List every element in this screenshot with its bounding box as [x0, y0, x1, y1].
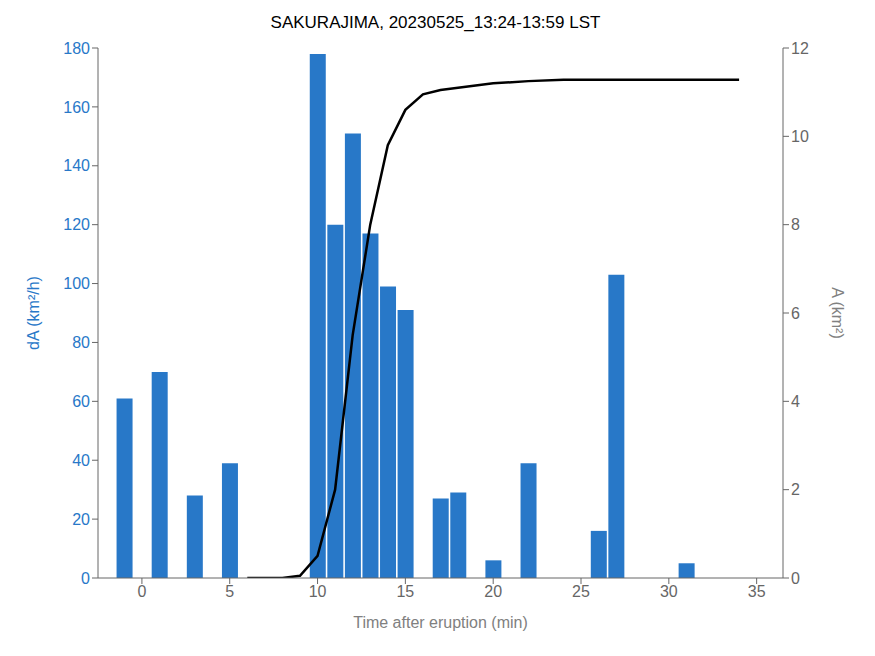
svg-text:20: 20 — [72, 511, 90, 528]
svg-text:8: 8 — [791, 216, 800, 233]
svg-text:0: 0 — [81, 570, 90, 587]
svg-text:6: 6 — [791, 305, 800, 322]
svg-text:10: 10 — [309, 583, 327, 600]
svg-text:140: 140 — [63, 157, 90, 174]
svg-text:A (km²): A (km²) — [829, 287, 846, 339]
svg-text:20: 20 — [484, 583, 502, 600]
svg-text:2: 2 — [791, 481, 800, 498]
svg-text:12: 12 — [791, 40, 809, 57]
svg-text:80: 80 — [72, 334, 90, 351]
svg-text:40: 40 — [72, 452, 90, 469]
svg-text:160: 160 — [63, 99, 90, 116]
svg-text:30: 30 — [660, 583, 678, 600]
svg-text:0: 0 — [791, 570, 800, 587]
svg-text:0: 0 — [137, 583, 146, 600]
svg-text:60: 60 — [72, 393, 90, 410]
svg-text:Time after eruption (min): Time after eruption (min) — [353, 614, 528, 631]
svg-text:100: 100 — [63, 275, 90, 292]
svg-text:4: 4 — [791, 393, 800, 410]
svg-text:35: 35 — [748, 583, 766, 600]
svg-text:dA (km²/h): dA (km²/h) — [25, 276, 42, 350]
svg-text:25: 25 — [572, 583, 590, 600]
svg-text:15: 15 — [396, 583, 414, 600]
html-text:SAKURAJIMA, 20230525_13:24-13:: SAKURAJIMA, 20230525_13:24-13:59 LST — [270, 13, 601, 32]
svg-text:180: 180 — [63, 40, 90, 57]
svg-text:5: 5 — [225, 583, 234, 600]
svg-text:120: 120 — [63, 216, 90, 233]
svg-text:10: 10 — [791, 128, 809, 145]
